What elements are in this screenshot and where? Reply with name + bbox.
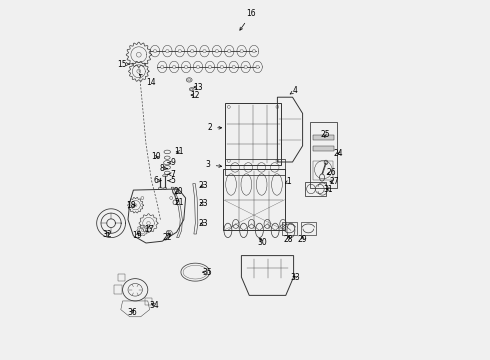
Text: 27: 27 bbox=[329, 177, 339, 186]
Ellipse shape bbox=[196, 66, 199, 69]
Ellipse shape bbox=[220, 66, 223, 69]
Ellipse shape bbox=[256, 66, 259, 69]
Text: 24: 24 bbox=[334, 149, 343, 158]
Ellipse shape bbox=[208, 66, 212, 69]
Bar bbox=[225, 103, 281, 165]
Text: 12: 12 bbox=[191, 91, 200, 100]
Text: 10: 10 bbox=[151, 153, 161, 162]
Ellipse shape bbox=[232, 66, 235, 69]
Text: 28: 28 bbox=[283, 235, 293, 244]
Text: 14: 14 bbox=[140, 74, 155, 87]
Text: 6: 6 bbox=[153, 176, 161, 185]
Text: 23: 23 bbox=[199, 199, 208, 208]
Text: 18: 18 bbox=[126, 201, 136, 210]
Text: 19: 19 bbox=[132, 231, 142, 240]
Text: 23: 23 bbox=[199, 220, 208, 229]
Bar bbox=[314, 161, 333, 180]
Ellipse shape bbox=[191, 50, 194, 53]
Text: 22: 22 bbox=[163, 233, 172, 242]
Text: 35: 35 bbox=[202, 268, 212, 276]
Bar bbox=[225, 159, 285, 175]
Text: 34: 34 bbox=[149, 301, 159, 310]
Text: 2: 2 bbox=[207, 123, 221, 132]
Text: 33: 33 bbox=[291, 274, 300, 282]
Text: 21: 21 bbox=[174, 198, 184, 207]
Text: 23: 23 bbox=[199, 181, 208, 190]
Text: 5: 5 bbox=[168, 176, 175, 185]
Ellipse shape bbox=[172, 66, 176, 69]
Ellipse shape bbox=[240, 50, 243, 53]
Ellipse shape bbox=[215, 50, 219, 53]
Bar bbox=[223, 169, 285, 230]
Text: 13: 13 bbox=[194, 83, 203, 92]
Bar bbox=[313, 147, 334, 152]
Ellipse shape bbox=[228, 50, 231, 53]
Ellipse shape bbox=[178, 50, 181, 53]
Text: 26: 26 bbox=[327, 168, 336, 177]
Text: 11: 11 bbox=[174, 148, 184, 157]
Ellipse shape bbox=[161, 66, 164, 69]
Bar bbox=[310, 122, 337, 188]
Ellipse shape bbox=[184, 66, 188, 69]
Bar bbox=[305, 182, 326, 196]
Text: 4: 4 bbox=[290, 86, 298, 95]
Bar bbox=[114, 285, 122, 294]
Text: 3: 3 bbox=[206, 161, 221, 170]
Text: 1: 1 bbox=[285, 177, 291, 186]
Text: 30: 30 bbox=[257, 238, 267, 247]
Text: 29: 29 bbox=[298, 235, 307, 244]
Ellipse shape bbox=[166, 50, 169, 53]
Text: 25: 25 bbox=[320, 130, 330, 139]
Ellipse shape bbox=[244, 66, 247, 69]
Bar bbox=[313, 135, 334, 140]
Text: 31: 31 bbox=[323, 185, 333, 194]
Bar bbox=[301, 222, 316, 235]
Ellipse shape bbox=[153, 50, 157, 53]
Bar bbox=[282, 222, 297, 235]
Text: 20: 20 bbox=[174, 187, 184, 196]
Ellipse shape bbox=[163, 175, 168, 177]
Bar bbox=[118, 274, 125, 281]
Ellipse shape bbox=[252, 50, 256, 53]
Text: 16: 16 bbox=[240, 9, 256, 30]
Text: 8: 8 bbox=[160, 164, 168, 173]
Ellipse shape bbox=[203, 50, 206, 53]
Text: 32: 32 bbox=[103, 230, 112, 239]
Text: 7: 7 bbox=[168, 170, 175, 179]
Bar bbox=[145, 298, 152, 305]
Text: 36: 36 bbox=[127, 308, 137, 317]
Text: 15: 15 bbox=[117, 60, 129, 69]
Text: 17: 17 bbox=[145, 225, 154, 234]
Text: 9: 9 bbox=[168, 158, 175, 167]
